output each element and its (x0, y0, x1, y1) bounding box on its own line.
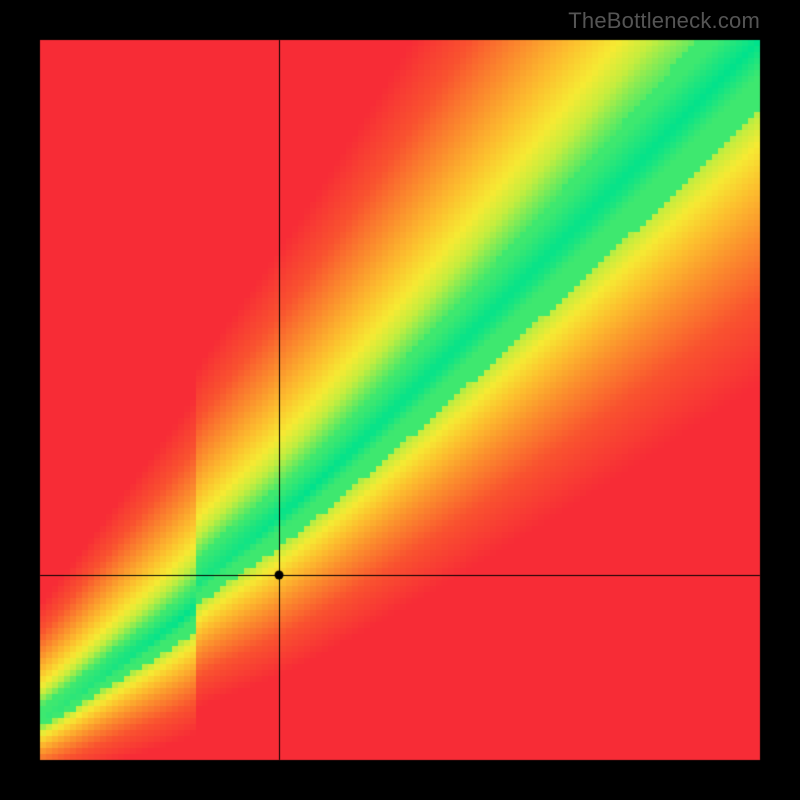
chart-container: TheBottleneck.com (0, 0, 800, 800)
overlay-canvas (0, 0, 800, 800)
